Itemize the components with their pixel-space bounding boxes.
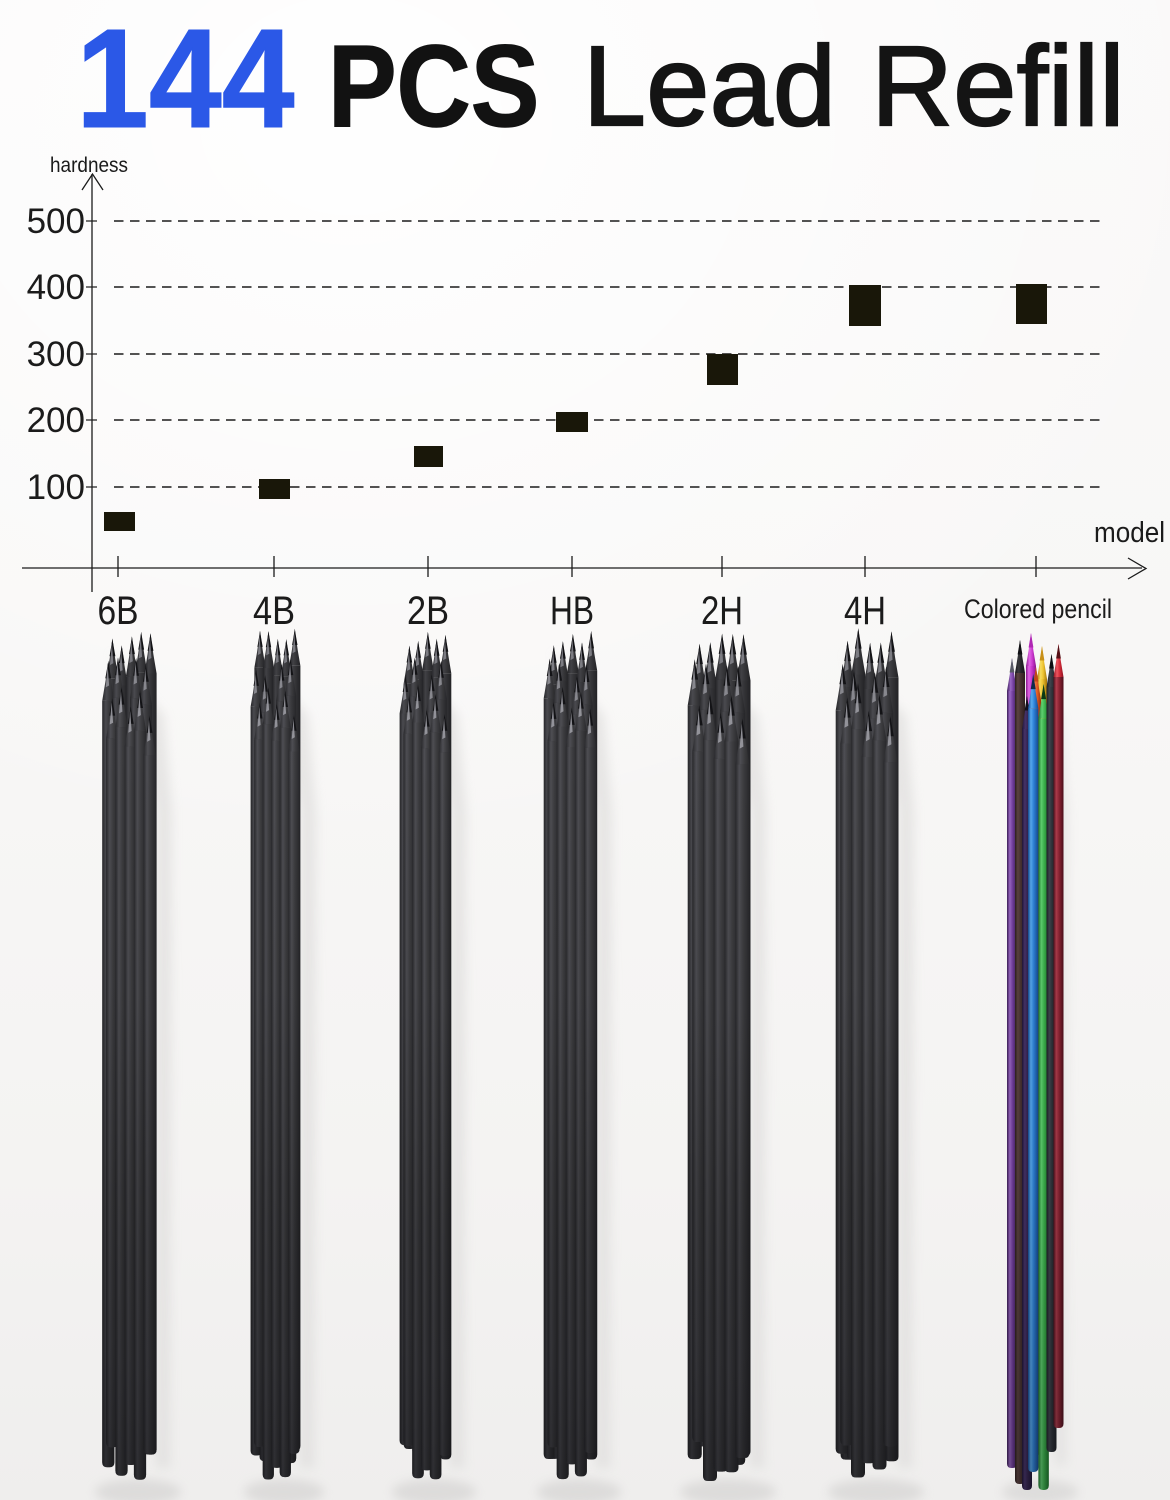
- svg-text:300: 300: [27, 335, 85, 374]
- svg-text:2H: 2H: [701, 589, 743, 633]
- svg-text:hardness: hardness: [50, 154, 128, 177]
- svg-text:4H: 4H: [844, 589, 886, 633]
- svg-text:6B: 6B: [98, 589, 139, 633]
- svg-text:model: model: [1094, 517, 1165, 549]
- svg-text:200: 200: [27, 401, 85, 440]
- svg-text:4B: 4B: [253, 589, 295, 633]
- svg-text:HB: HB: [550, 589, 594, 633]
- svg-text:2B: 2B: [407, 589, 449, 633]
- svg-text:100: 100: [27, 468, 85, 507]
- svg-text:500: 500: [27, 202, 85, 241]
- svg-text:400: 400: [27, 268, 85, 307]
- svg-text:Colored pencil: Colored pencil: [964, 594, 1112, 624]
